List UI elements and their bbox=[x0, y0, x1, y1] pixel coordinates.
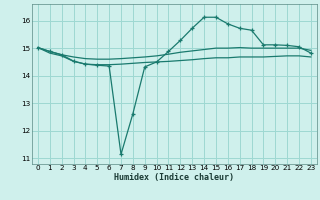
X-axis label: Humidex (Indice chaleur): Humidex (Indice chaleur) bbox=[115, 173, 234, 182]
